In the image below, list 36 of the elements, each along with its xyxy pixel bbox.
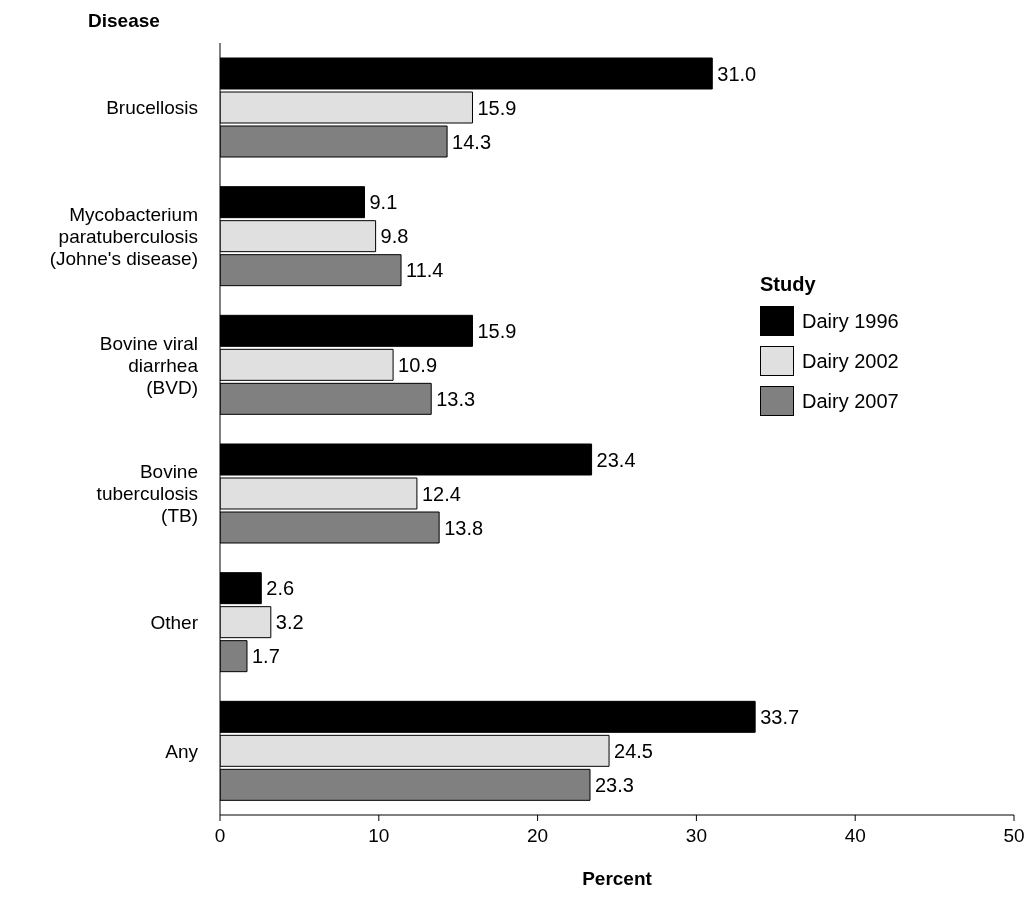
data-label: 9.1 bbox=[369, 191, 398, 214]
data-label: 33.7 bbox=[760, 705, 800, 728]
data-label: 3.2 bbox=[275, 611, 304, 634]
data-label: 9.8 bbox=[380, 225, 409, 248]
data-label: 10.9 bbox=[398, 353, 438, 376]
x-tick-label: 0 bbox=[214, 825, 226, 847]
data-label: 13.8 bbox=[444, 516, 484, 539]
data-label: 2.6 bbox=[266, 577, 295, 600]
data-label: 12.4 bbox=[421, 482, 461, 505]
x-tick-label: 20 bbox=[527, 825, 549, 847]
legend-label: Dairy 2007 bbox=[802, 389, 899, 413]
x-axis-title: Percent bbox=[582, 868, 653, 889]
y-tick-label: Brucellosis bbox=[106, 96, 198, 118]
y-tick-label: Any bbox=[165, 740, 199, 762]
data-label: 24.5 bbox=[614, 739, 653, 762]
data-label: 15.9 bbox=[477, 319, 517, 342]
data-label: 14.3 bbox=[452, 130, 492, 153]
x-tick-label: 30 bbox=[685, 825, 707, 847]
data-label: 23.3 bbox=[595, 773, 634, 796]
legend-label: Dairy 2002 bbox=[802, 349, 899, 373]
data-label: 13.3 bbox=[436, 387, 476, 410]
y-tick-label: Other bbox=[150, 611, 199, 633]
legend-title: Study bbox=[760, 273, 817, 296]
legend-label: Dairy 1996 bbox=[802, 309, 899, 333]
y-axis-title: Disease bbox=[88, 10, 160, 32]
data-label: 23.4 bbox=[596, 448, 636, 471]
data-label: 31.0 bbox=[717, 62, 757, 85]
x-tick-label: 10 bbox=[368, 825, 390, 847]
x-tick-label: 40 bbox=[844, 825, 866, 847]
y-tick-label: Bovine viral diarrhea (BVD) bbox=[99, 332, 199, 398]
data-label: 11.4 bbox=[406, 259, 444, 282]
data-label: 15.9 bbox=[477, 96, 517, 119]
y-tick-label: Bovine tuberculosis (TB) bbox=[96, 460, 198, 526]
x-tick-label: 50 bbox=[1003, 825, 1025, 847]
data-label: 1.7 bbox=[252, 645, 280, 668]
y-tick-label: Mycobacterium paratuberculosis (Johne's disease) bbox=[49, 203, 198, 269]
